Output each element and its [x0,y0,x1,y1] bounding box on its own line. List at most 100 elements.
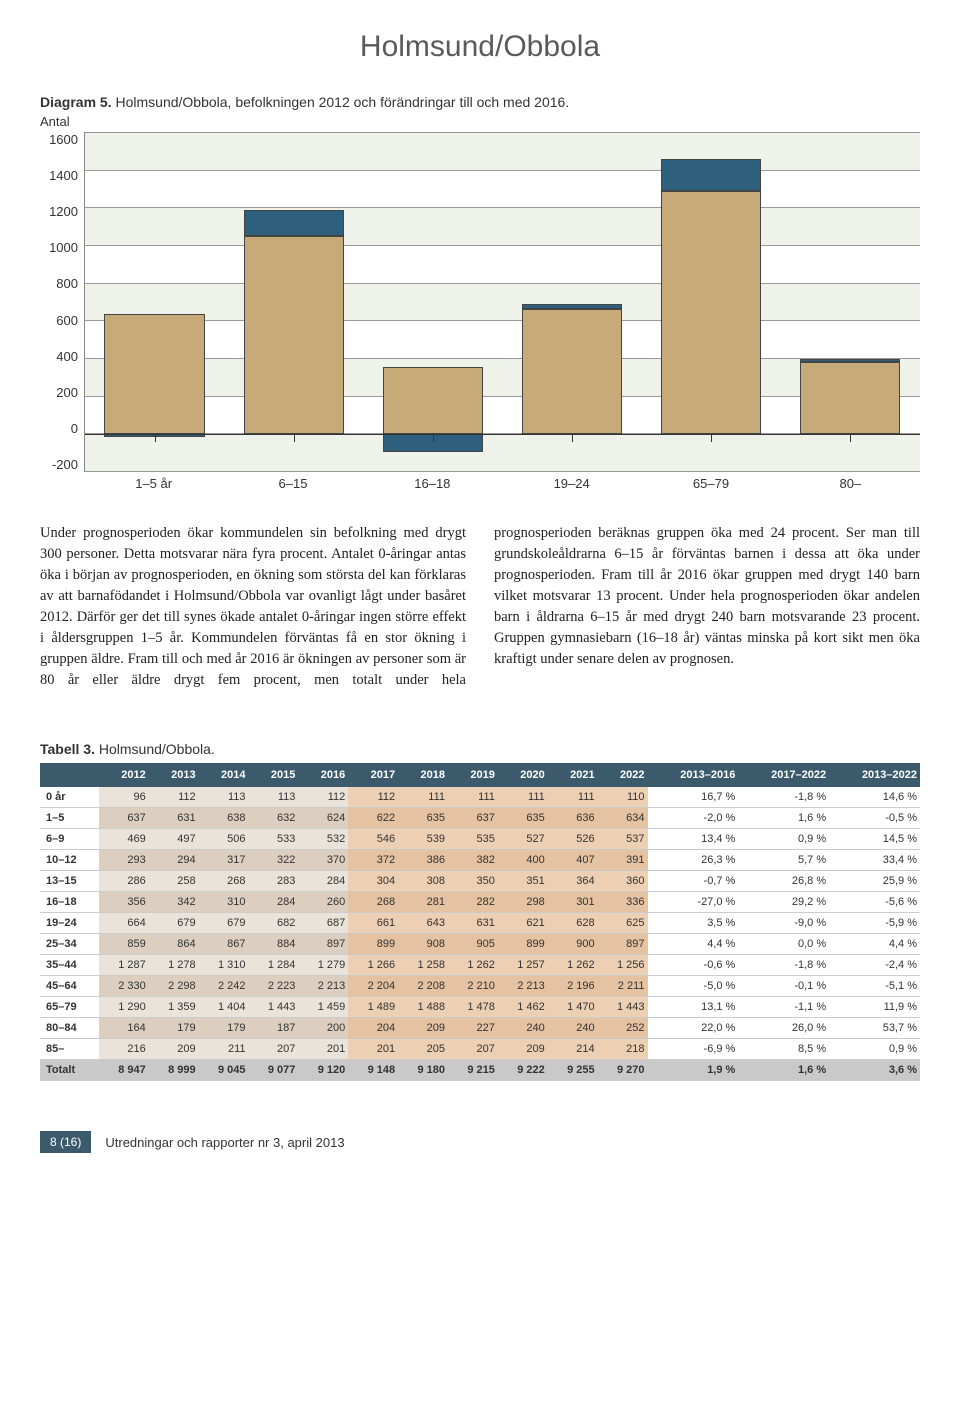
table-row: 19–246646796796826876616436316216286253,… [40,913,920,934]
table-cell: 899 [498,934,548,955]
y-tick-label: 800 [56,276,78,291]
table-row: 1–5637631638632624622635637635636634-2,0… [40,808,920,829]
table-cell: 635 [398,808,448,829]
table-cell: 112 [348,787,398,808]
table-row-label: 6–9 [40,829,99,850]
table-cell: 14,5 % [829,829,920,850]
table-cell: 9 148 [348,1060,398,1081]
y-tick-label: 1200 [49,204,78,219]
bar-base [800,362,900,434]
bar-base [661,191,761,435]
table-cell: 33,4 % [829,850,920,871]
table-cell: 111 [498,787,548,808]
table-cell: 1 279 [298,955,348,976]
table-cell: 908 [398,934,448,955]
table-cell: 1 470 [548,997,598,1018]
table-cell: 635 [498,808,548,829]
table-header-cell: 2017 [348,763,398,787]
table-cell: 298 [498,892,548,913]
table-cell: 539 [398,829,448,850]
table-row-label: 10–12 [40,850,99,871]
table-cell: 867 [199,934,249,955]
table-header-cell: 2022 [598,763,648,787]
table-cell: -1,8 % [738,787,829,808]
table-cell: 527 [498,829,548,850]
table-row-total: Totalt8 9478 9999 0459 0779 1209 1489 18… [40,1060,920,1081]
x-category-label: 16–18 [414,476,450,491]
table-cell: -0,7 % [648,871,739,892]
table-cell: 268 [348,892,398,913]
table-cell: 112 [298,787,348,808]
table-cell: 96 [99,787,149,808]
table-cell: 9 180 [398,1060,448,1081]
table-row: 25–348598648678848978999089058999008974,… [40,934,920,955]
table-cell: 622 [348,808,398,829]
chart-y-axis-label: Antal [40,114,70,129]
table-cell: 16,7 % [648,787,739,808]
table-cell: 897 [298,934,348,955]
table-header-cell: 2021 [548,763,598,787]
table-row-label: 85– [40,1039,99,1060]
body-paragraph: Under prognosperioden ökar kommundelen s… [40,523,920,691]
bar-slot [522,132,622,472]
table-cell: 1 359 [149,997,199,1018]
table-cell: 0,0 % [738,934,829,955]
table-cell: 201 [298,1039,348,1060]
table-cell: 286 [99,871,149,892]
table-cell: 1,6 % [738,1060,829,1081]
table-cell: 497 [149,829,199,850]
bar-base [522,309,622,434]
y-tick-label: 200 [56,385,78,400]
table-cell: 112 [149,787,199,808]
table-cell: 1 478 [448,997,498,1018]
bar-delta [244,210,344,236]
table-cell: 26,3 % [648,850,739,871]
table-cell: 1 262 [448,955,498,976]
table-cell: 13,1 % [648,997,739,1018]
table-cell: 864 [149,934,199,955]
table-cell: 899 [348,934,398,955]
table-cell: 294 [149,850,199,871]
table-cell: 1 443 [598,997,648,1018]
table-header-cell: 2012 [99,763,149,787]
table-cell: 209 [498,1039,548,1060]
table-row-label: 65–79 [40,997,99,1018]
table-cell: 8 999 [149,1060,199,1081]
table-row-label: 25–34 [40,934,99,955]
table-header-cell: 2019 [448,763,498,787]
table-header-cell: 2020 [498,763,548,787]
table-cell: -9,0 % [738,913,829,934]
table-cell: 1 443 [249,997,299,1018]
table-cell: 204 [348,1018,398,1039]
table-cell: 308 [398,871,448,892]
chart-plot [84,132,920,472]
table-cell: 1 404 [199,997,249,1018]
table-row-label: 19–24 [40,913,99,934]
table-cell: 386 [398,850,448,871]
table-cell: 407 [548,850,598,871]
table-row-label: 0 år [40,787,99,808]
table-cell: 207 [249,1039,299,1060]
y-tick-label: 400 [56,349,78,364]
table-cell: 0,9 % [738,829,829,850]
table-cell: 258 [149,871,199,892]
table-cell: 897 [598,934,648,955]
table-cell: 2 196 [548,976,598,997]
table-cell: 14,6 % [829,787,920,808]
table-cell: 621 [498,913,548,934]
table-header-cell: 2013 [149,763,199,787]
bar-delta [661,159,761,191]
table-cell: 317 [199,850,249,871]
table-row-label: 35–44 [40,955,99,976]
table-cell: 293 [99,850,149,871]
x-category-label: 1–5 år [135,476,172,491]
table-cell: 281 [398,892,448,913]
table-cell: 9 077 [249,1060,299,1081]
table-header-row: 2012201320142015201620172018201920202021… [40,763,920,787]
table-cell: 2 298 [149,976,199,997]
table-cell: 301 [548,892,598,913]
table-cell: -1,1 % [738,997,829,1018]
table-row: 10–1229329431732237037238638240040739126… [40,850,920,871]
bar-base [104,314,204,434]
table-cell: 537 [598,829,648,850]
